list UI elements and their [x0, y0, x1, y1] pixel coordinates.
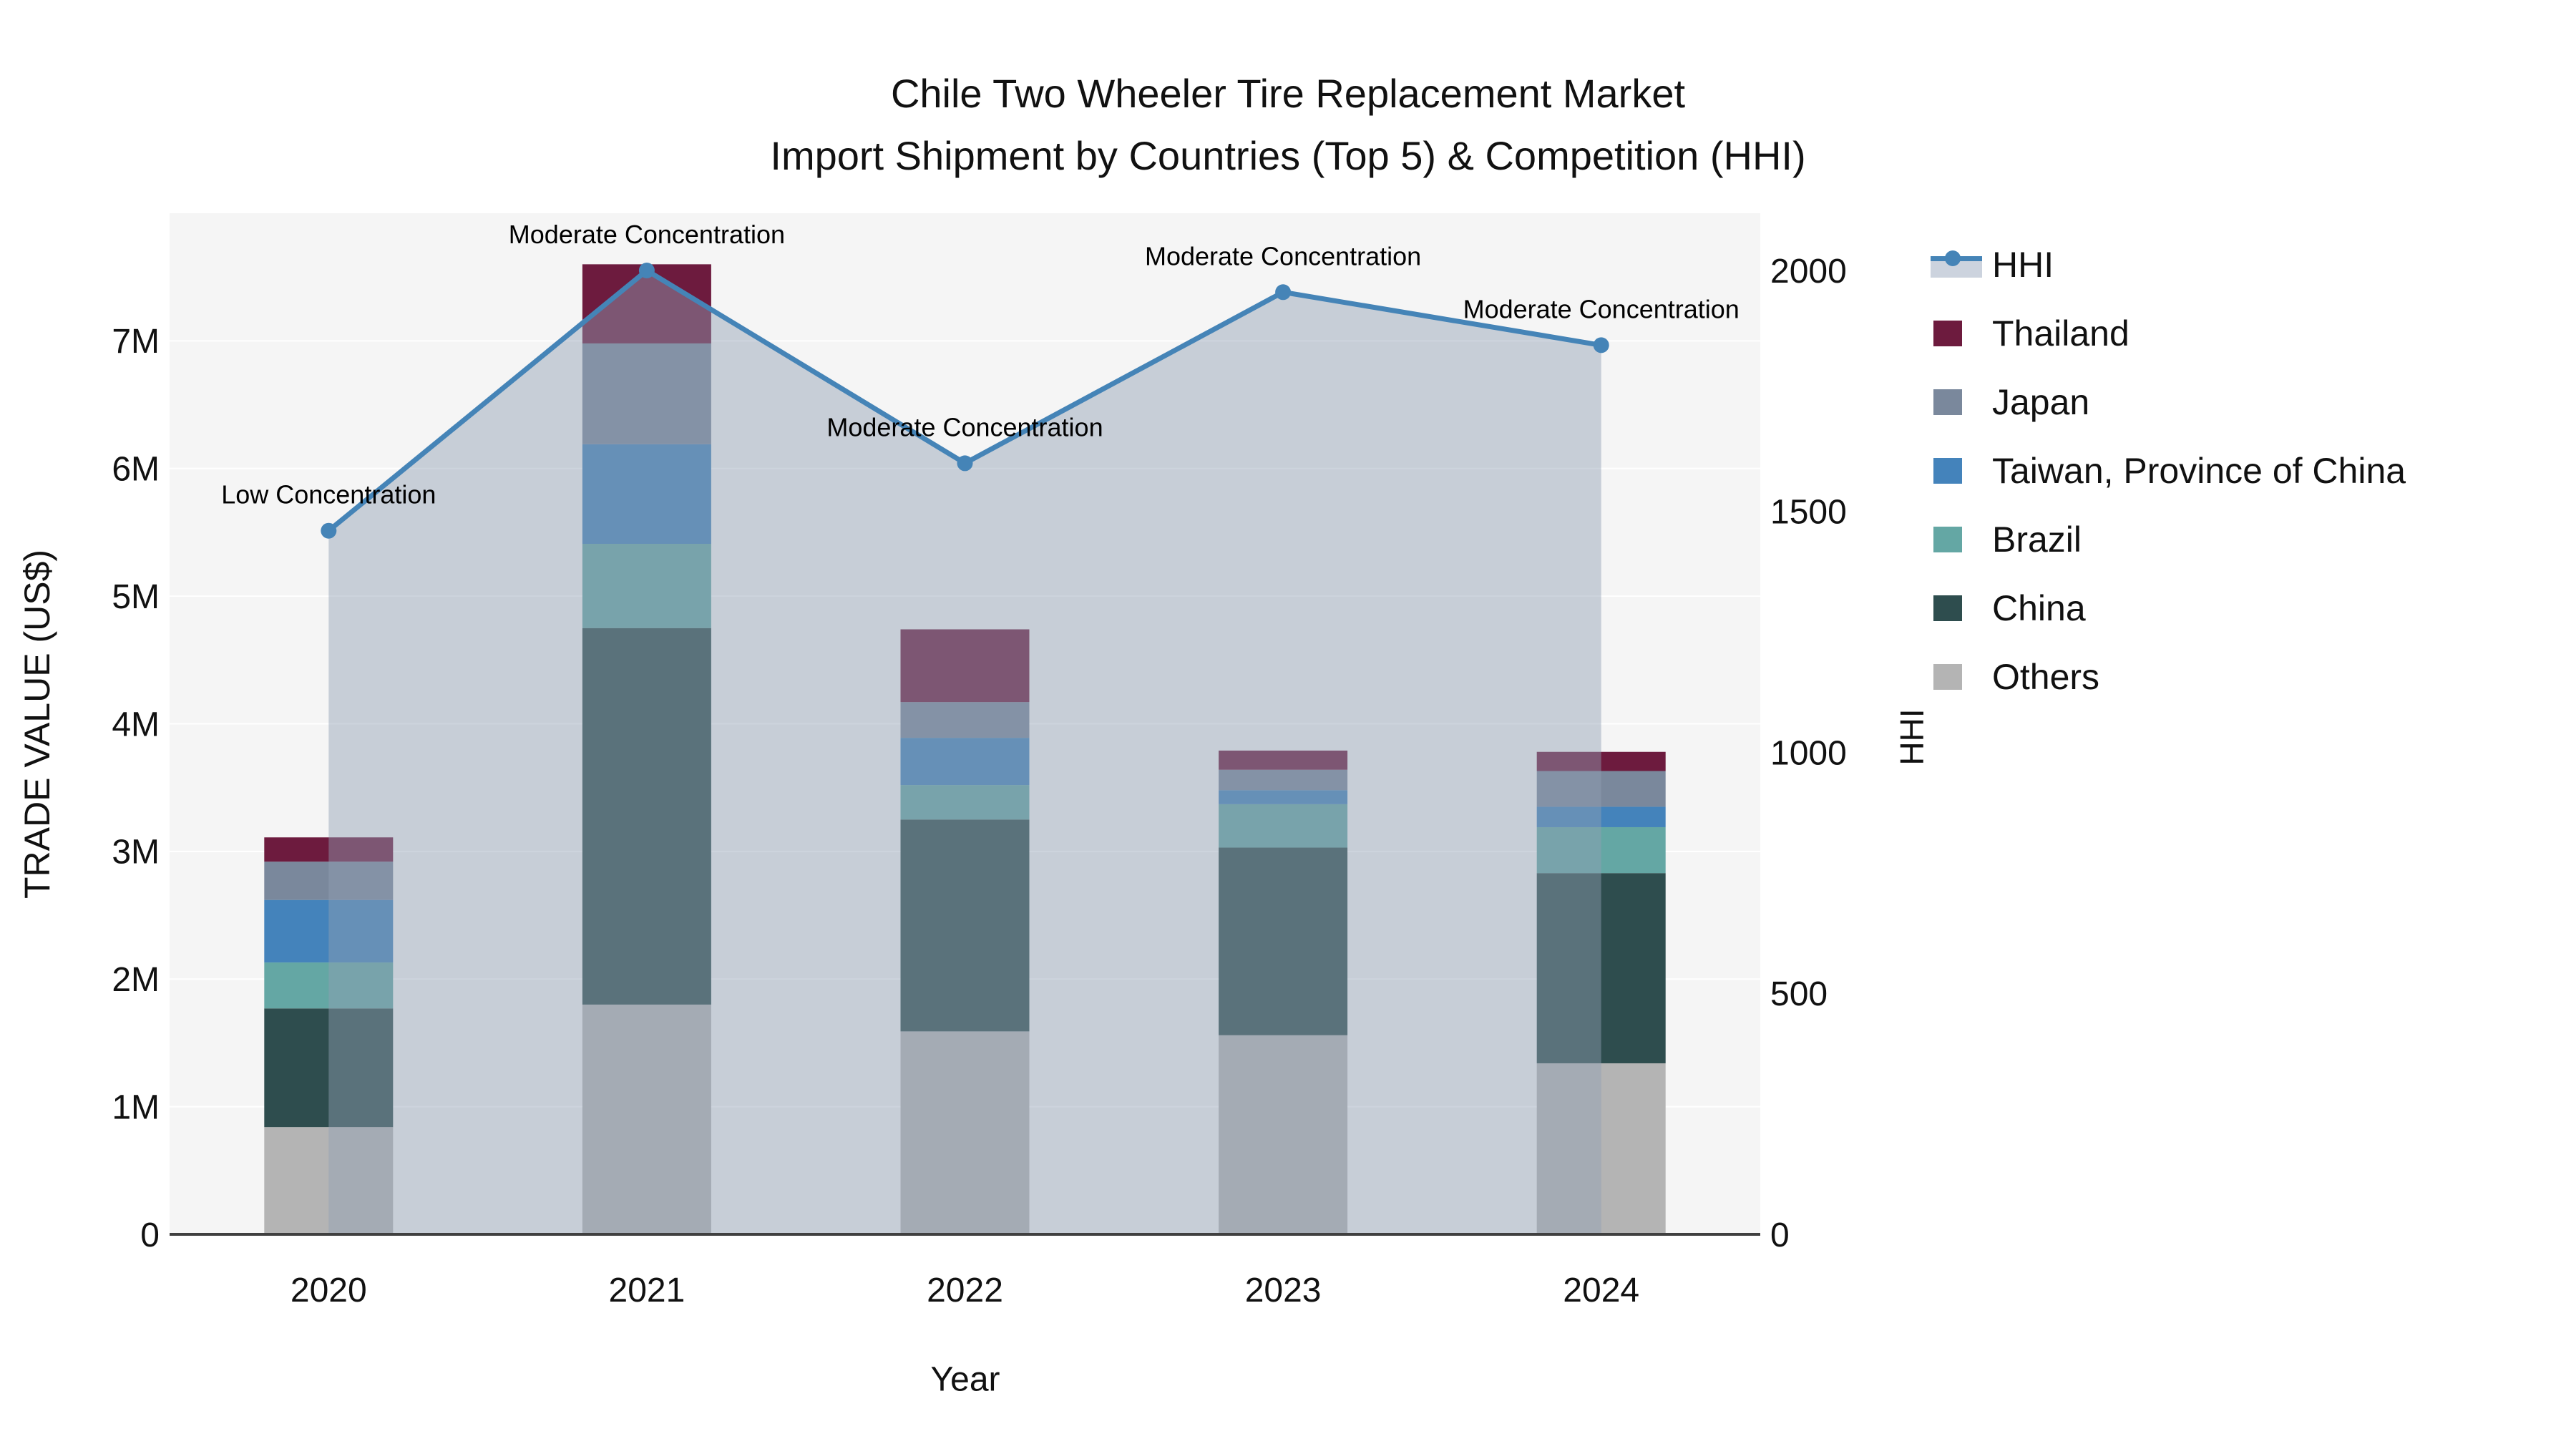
- annotation-2021: Moderate Concentration: [509, 220, 785, 249]
- y-right-axis-title: HHI: [1893, 708, 1931, 766]
- bar-segment-2021-brazil[interactable]: [582, 543, 711, 628]
- bar-segment-2021-others[interactable]: [582, 1004, 711, 1234]
- annotation-2020: Low Concentration: [221, 480, 436, 509]
- y-right-tick-label: 500: [1770, 975, 1828, 1013]
- bar-segment-2022-thailand[interactable]: [900, 629, 1030, 703]
- y-left-tick-label: 6M: [112, 451, 160, 489]
- legend-swatch-sample: [1931, 663, 1985, 691]
- color-swatch: [1933, 595, 1962, 621]
- bar-segment-2022-others[interactable]: [900, 1031, 1030, 1234]
- legend-line-sample: [1931, 250, 1985, 279]
- bar-segment-2020-japan[interactable]: [264, 862, 394, 900]
- color-swatch: [1933, 458, 1962, 484]
- x-tick-label-2024: 2024: [1563, 1272, 1639, 1309]
- chart-title-line1: Chile Two Wheeler Tire Replacement Marke…: [890, 71, 1686, 116]
- legend-swatch-sample: [1931, 388, 1985, 416]
- bar-segment-2020-china[interactable]: [264, 1008, 394, 1128]
- x-axis-title: Year: [930, 1360, 1000, 1399]
- y-left-axis-title: TRADE VALUE (US$): [17, 549, 57, 899]
- y-right-tick-label: 1000: [1770, 734, 1847, 772]
- legend-label: Japan: [1992, 382, 2090, 422]
- bar-segment-2023-thailand[interactable]: [1219, 750, 1348, 770]
- bar-segment-2024-thailand[interactable]: [1536, 751, 1666, 771]
- annotation-2024: Moderate Concentration: [1463, 294, 1740, 323]
- legend-swatch-sample: [1931, 457, 1985, 485]
- chart-title: Chile Two Wheeler Tire Replacement Marke…: [0, 63, 2576, 187]
- bar-segment-2024-taiwan-province-of-china[interactable]: [1536, 806, 1666, 827]
- bar-segment-2021-china[interactable]: [582, 628, 711, 1005]
- bar-segment-2024-china[interactable]: [1536, 873, 1666, 1063]
- bar-segment-2023-others[interactable]: [1219, 1035, 1348, 1234]
- annotation-2023: Moderate Concentration: [1145, 241, 1421, 270]
- legend-swatch-sample: [1931, 525, 1985, 554]
- hhi-marker-sample: [1945, 250, 1961, 266]
- bar-segment-2023-brazil[interactable]: [1219, 804, 1348, 848]
- y-left-tick-label: 7M: [112, 323, 160, 361]
- bar-segment-2024-others[interactable]: [1536, 1063, 1666, 1234]
- y-right-tick-label: 0: [1770, 1216, 1790, 1254]
- hhi-point-2020[interactable]: [321, 522, 337, 539]
- annotation-2022: Moderate Concentration: [826, 412, 1103, 441]
- color-swatch: [1933, 389, 1962, 415]
- legend-swatch-sample: [1931, 594, 1985, 623]
- y-right-tick-label: 2000: [1770, 253, 1847, 291]
- bar-segment-2022-taiwan-province-of-china[interactable]: [900, 738, 1030, 786]
- bar-segment-2024-japan[interactable]: [1536, 771, 1666, 807]
- color-swatch: [1933, 664, 1962, 690]
- bar-segment-2022-china[interactable]: [900, 819, 1030, 1032]
- legend-item-hhi[interactable]: HHI: [1931, 230, 2406, 299]
- legend-label: Others: [1992, 657, 2100, 697]
- y-left-tick-label: 2M: [112, 961, 160, 999]
- legend-item-japan[interactable]: Japan: [1931, 368, 2406, 436]
- y-left-tick-label: 5M: [112, 578, 160, 616]
- color-swatch: [1933, 321, 1962, 346]
- bar-segment-2021-japan[interactable]: [582, 343, 711, 444]
- legend-item-others[interactable]: Others: [1931, 643, 2406, 711]
- bar-segment-2024-brazil[interactable]: [1536, 826, 1666, 874]
- hhi-point-2024[interactable]: [1593, 337, 1609, 353]
- bar-segment-2022-brazil[interactable]: [900, 785, 1030, 820]
- x-tick-label-2022: 2022: [927, 1272, 1003, 1309]
- y-left-tick-label: 4M: [112, 706, 160, 743]
- legend-item-brazil[interactable]: Brazil: [1931, 505, 2406, 574]
- bar-segment-2020-others[interactable]: [264, 1127, 394, 1234]
- chart-title-line2: Import Shipment by Countries (Top 5) & C…: [770, 132, 1806, 178]
- color-swatch: [1933, 527, 1962, 552]
- hhi-point-2023[interactable]: [1275, 284, 1292, 301]
- bar-segment-2023-china[interactable]: [1219, 847, 1348, 1035]
- legend-label: Taiwan, Province of China: [1992, 451, 2406, 491]
- bar-segment-2022-japan[interactable]: [900, 702, 1030, 738]
- legend-item-taiwan-province-of-china[interactable]: Taiwan, Province of China: [1931, 436, 2406, 505]
- bar-segment-2023-taiwan-province-of-china[interactable]: [1219, 790, 1348, 804]
- x-tick-label-2023: 2023: [1245, 1272, 1322, 1309]
- bar-segment-2020-taiwan-province-of-china[interactable]: [264, 899, 394, 963]
- legend-item-china[interactable]: China: [1931, 574, 2406, 643]
- y-left-tick-label: 3M: [112, 834, 160, 872]
- bar-segment-2020-brazil[interactable]: [264, 962, 394, 1009]
- legend-item-thailand[interactable]: Thailand: [1931, 299, 2406, 368]
- y-right-tick-label: 1500: [1770, 494, 1847, 532]
- hhi-area-fill: [328, 270, 1601, 1234]
- legend-label: Brazil: [1992, 519, 2082, 560]
- legend-label: China: [1992, 588, 2086, 628]
- x-tick-label-2021: 2021: [609, 1272, 686, 1309]
- legend-label: HHI: [1992, 245, 2054, 285]
- bar-segment-2020-thailand[interactable]: [264, 837, 394, 862]
- legend-swatch-sample: [1931, 319, 1985, 348]
- bar-segment-2021-taiwan-province-of-china[interactable]: [582, 444, 711, 544]
- y-left-tick-label: 0: [140, 1216, 160, 1254]
- hhi-point-2022[interactable]: [957, 455, 973, 472]
- y-left-tick-label: 1M: [112, 1088, 160, 1126]
- legend: HHI Thailand Japan Taiwan, Province of Chin…: [1931, 230, 2406, 711]
- hhi-point-2021[interactable]: [638, 263, 655, 278]
- legend-label: Thailand: [1992, 313, 2129, 353]
- bar-segment-2023-japan[interactable]: [1219, 769, 1348, 791]
- x-tick-label-2020: 2020: [291, 1272, 367, 1309]
